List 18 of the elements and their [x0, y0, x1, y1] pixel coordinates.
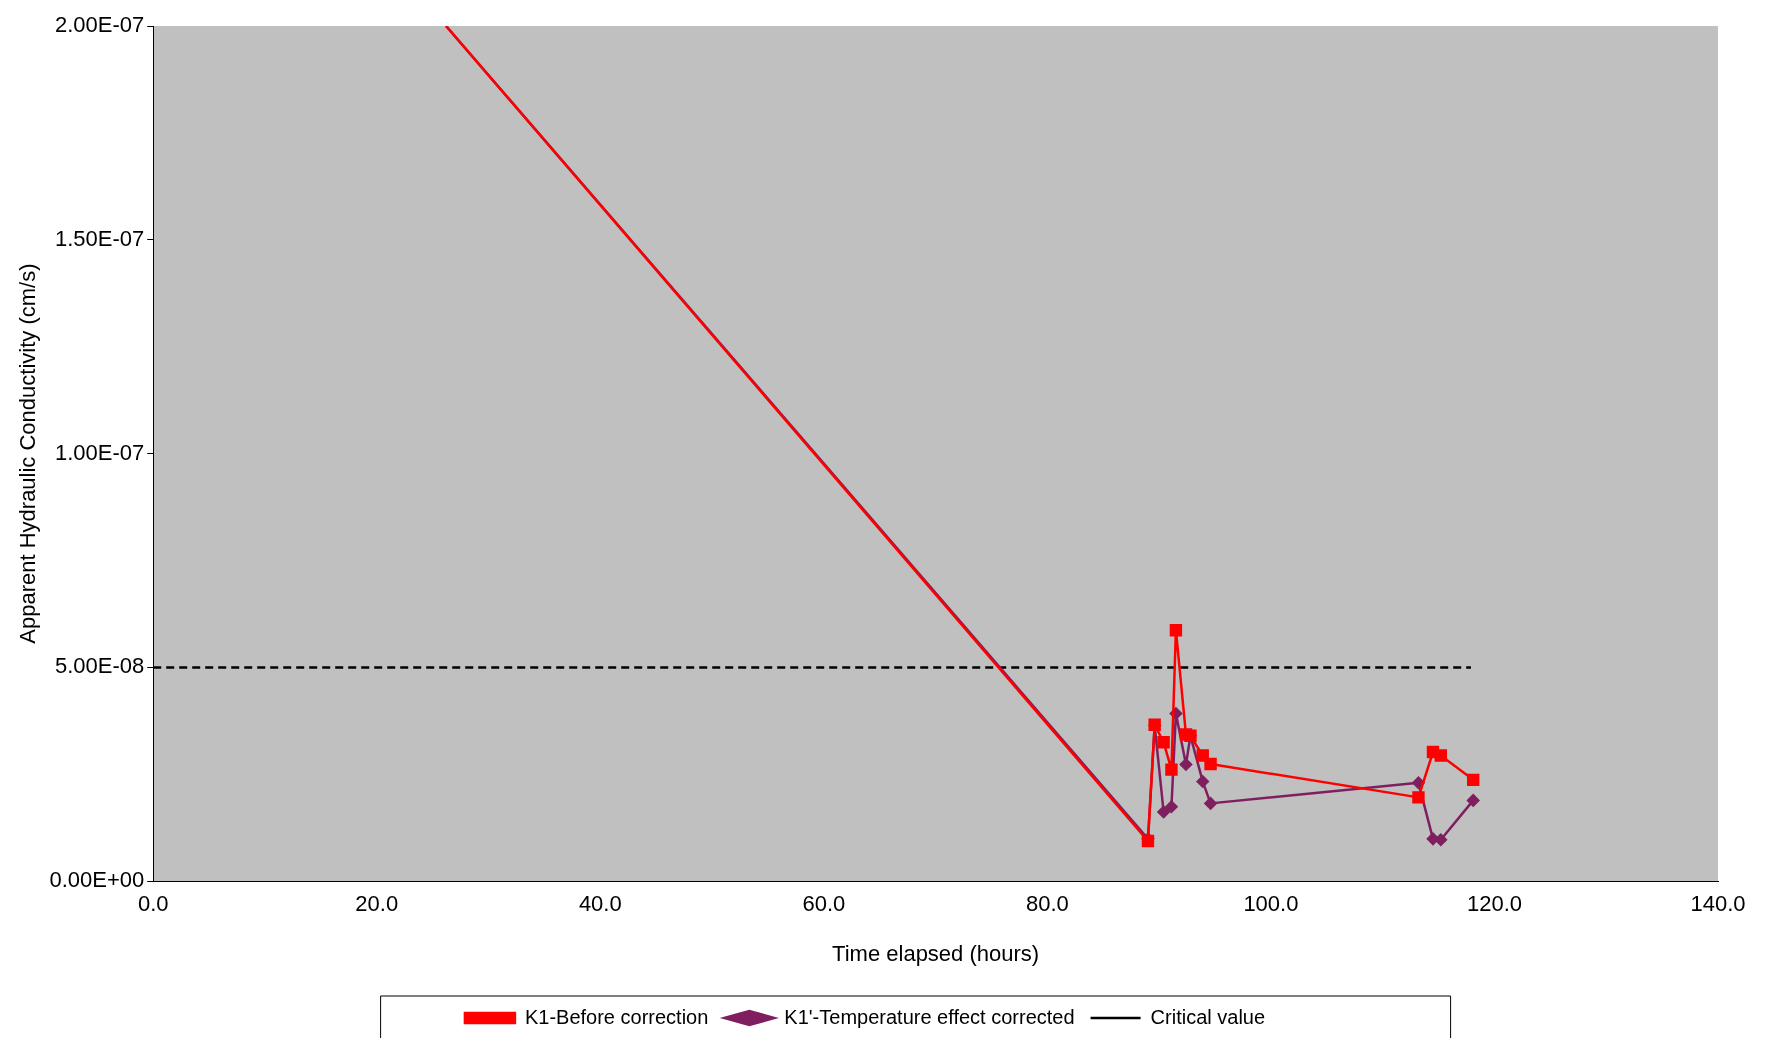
x-axis-title: Time elapsed (hours)	[832, 940, 1040, 966]
x-tick-label: 20.0	[355, 891, 399, 917]
y-tick-label: 1.50E-07	[54, 225, 145, 251]
legend-label: K1-Before correction	[524, 1005, 709, 1028]
x-tick-label: 0.0	[137, 891, 169, 917]
legend-label: Critical value	[1150, 1005, 1266, 1028]
x-tick-label: 60.0	[802, 891, 846, 917]
y-axis-title: Apparent Hydraulic Conductivity (cm/s)	[15, 263, 41, 644]
y-tick-label: 5.00E-08	[54, 653, 145, 679]
x-tick-label: 40.0	[578, 891, 622, 917]
x-tick-label: 80.0	[1025, 891, 1069, 917]
x-tick-label: 140.0	[1690, 891, 1746, 917]
x-tick-label: 100.0	[1243, 891, 1299, 917]
x-tick-label: 120.0	[1466, 891, 1522, 917]
y-tick-label: 0.00E+00	[49, 867, 145, 893]
y-tick-label: 1.00E-07	[54, 439, 145, 465]
y-tick-label: 2.00E-07	[54, 12, 145, 38]
legend-label: K1'-Temperature effect corrected	[784, 1005, 1075, 1028]
